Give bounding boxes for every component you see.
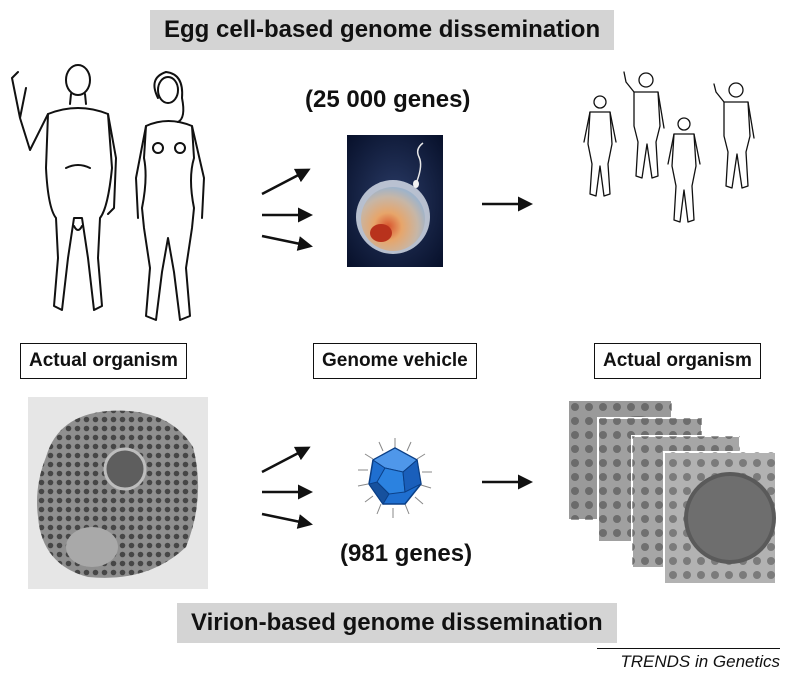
sperm-tail-icon	[416, 142, 424, 182]
egg-gene-count: (25 000 genes)	[305, 86, 471, 113]
mimivirus-factory	[105, 449, 145, 489]
egg-nucleus	[370, 224, 392, 242]
actual-organism-label-right: Actual organism	[594, 343, 761, 379]
virus-factory-micrograph-stack	[567, 399, 777, 585]
virion-gene-count: (981 genes)	[340, 540, 473, 567]
small-man-2	[713, 82, 755, 189]
egg-cytoplasm	[361, 187, 425, 251]
woman-figure	[135, 71, 205, 321]
amoeba-nucleus	[66, 527, 118, 567]
genome-vehicle-label: Genome vehicle	[313, 343, 477, 379]
virion-icon	[357, 438, 432, 518]
actual-organism-label-left: Actual organism	[20, 343, 187, 379]
arrow-up	[261, 446, 311, 474]
arrow-down	[261, 234, 313, 251]
arrow-down	[261, 512, 313, 529]
sperm-head-icon	[413, 180, 419, 188]
virion-fibers	[357, 438, 432, 518]
micrograph-card-4	[663, 451, 777, 585]
input-arrows-bottom	[261, 446, 313, 529]
output-arrow-top	[482, 196, 533, 212]
journal-credit: TRENDS in Genetics	[620, 652, 780, 671]
amoeba-micrograph	[28, 397, 208, 589]
bottom-section-title: Virion-based genome dissemination	[177, 603, 617, 643]
human-couple-illustration	[11, 64, 205, 321]
offspring-humans-illustration	[583, 71, 755, 223]
top-section-title: Egg cell-based genome dissemination	[150, 10, 615, 50]
small-woman-1	[583, 95, 617, 197]
output-arrow-bottom	[482, 474, 533, 490]
man-figure	[11, 64, 117, 311]
arrow-up	[261, 168, 311, 196]
credit-rule	[597, 648, 780, 649]
small-man-1	[623, 71, 665, 179]
egg-cell-image	[347, 135, 443, 267]
small-woman-2	[667, 117, 701, 223]
input-arrows-top	[261, 168, 313, 251]
